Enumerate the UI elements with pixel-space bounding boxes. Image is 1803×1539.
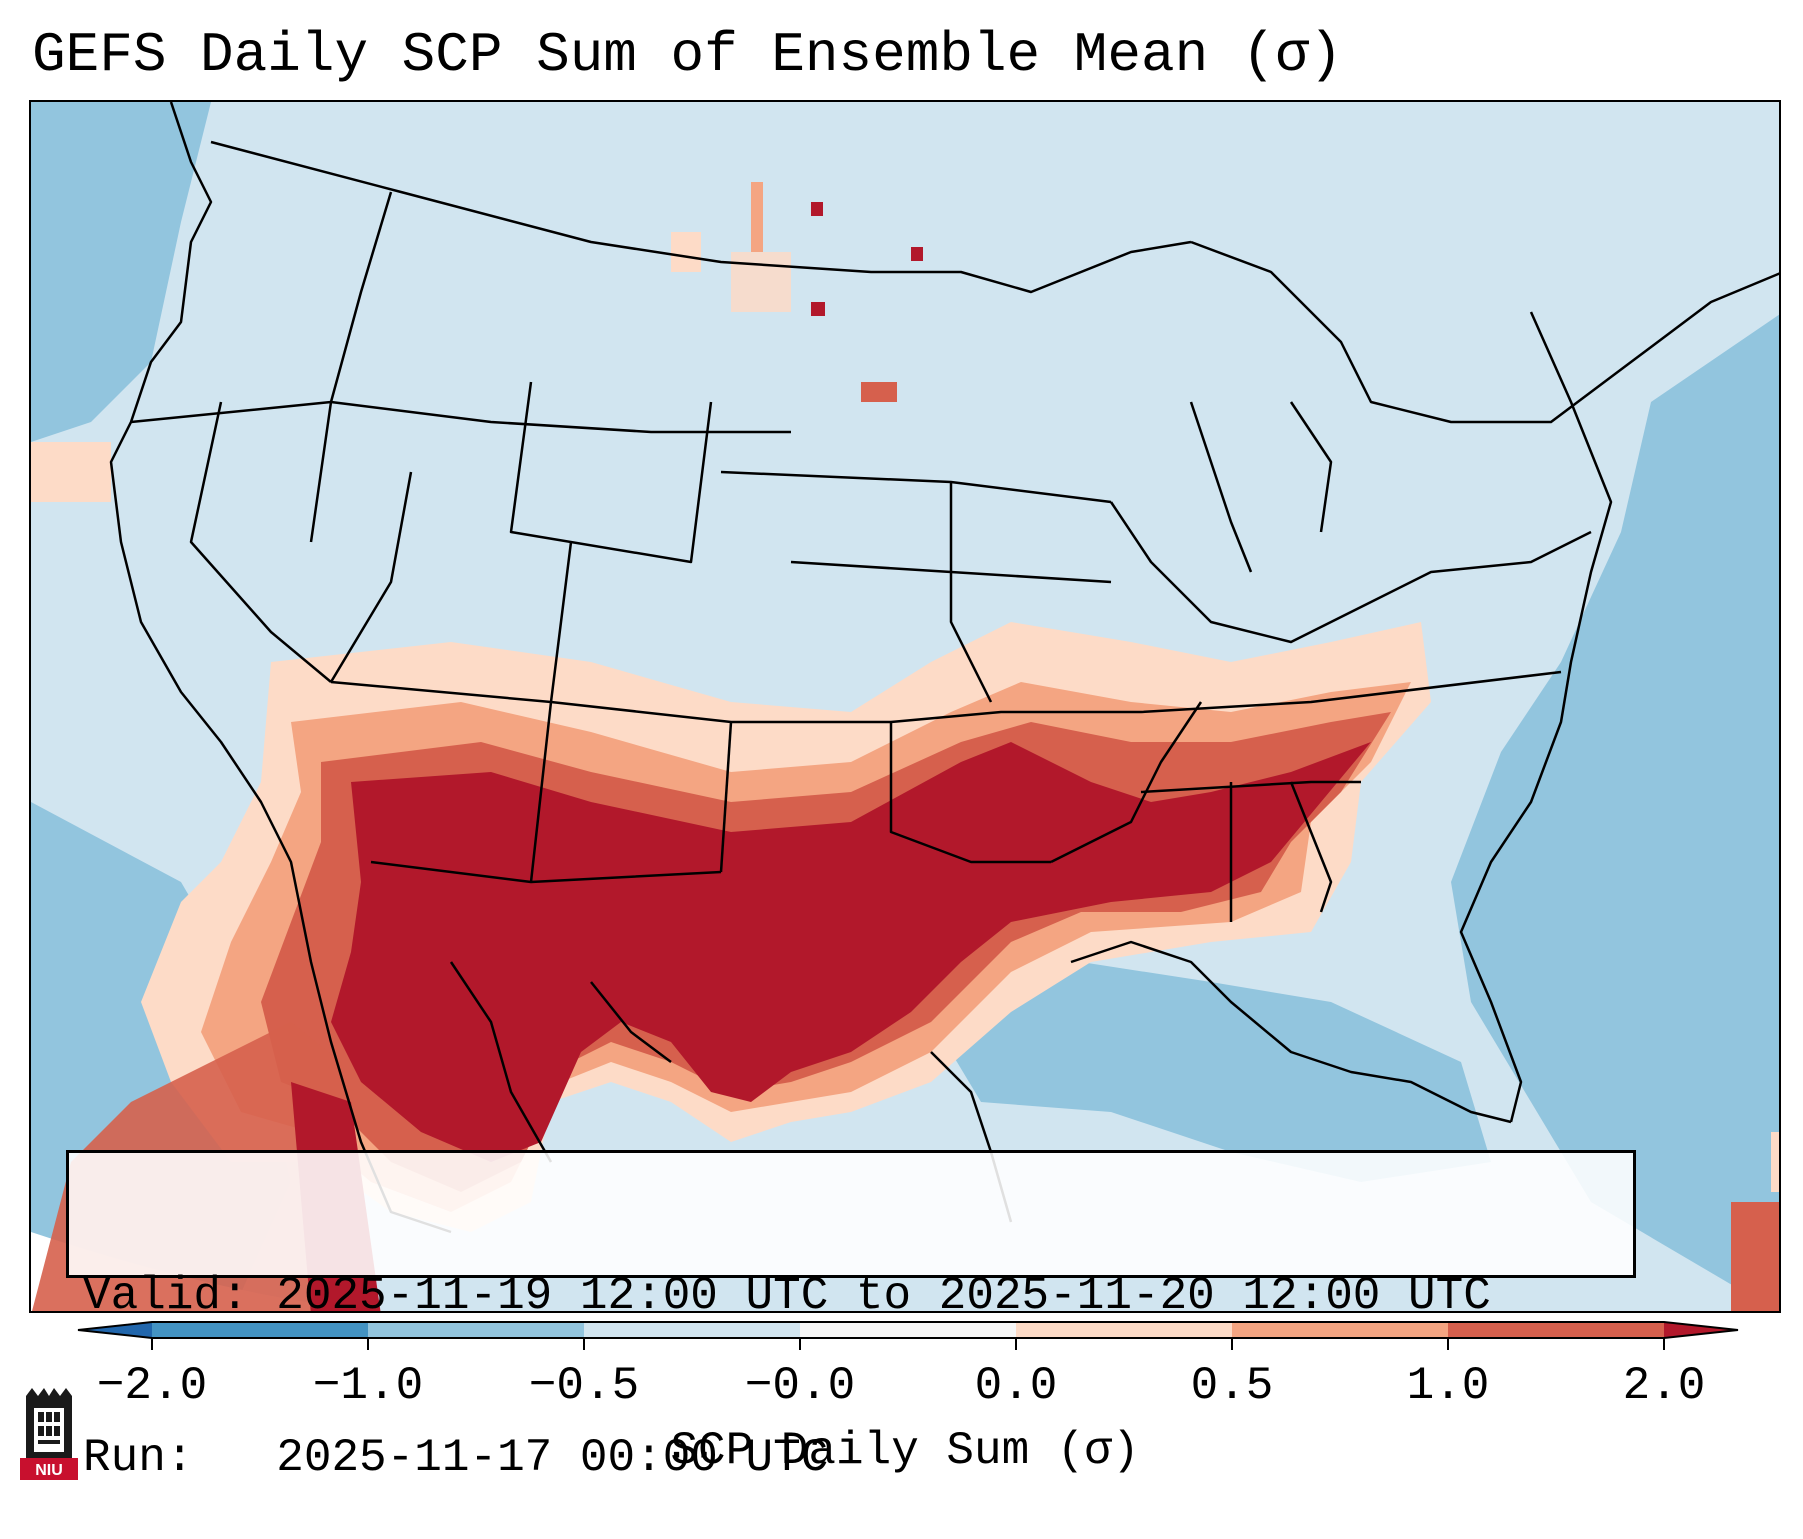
- run-line: Run: 2025-11-17 00:00 UTC: [83, 1432, 829, 1484]
- valid-time-box: Valid: 2025-11-19 12:00 UTC to 2025-11-2…: [66, 1150, 1636, 1484]
- colorbar-tick-label: −0.5: [528, 1360, 640, 1412]
- state-line: [370, 860, 722, 884]
- state-line: [1109, 501, 1592, 644]
- lake-huron: [1289, 401, 1333, 533]
- colorbar-tick-label: 0.5: [1190, 1360, 1274, 1412]
- state-line: [889, 722, 1051, 864]
- niu-logo-icon: NIU: [20, 1388, 78, 1480]
- scp-cell: [811, 302, 825, 316]
- scp-cell: [911, 247, 923, 261]
- mexico-line: [449, 961, 553, 1163]
- state-line: [529, 541, 573, 883]
- great-lakes-border: [1190, 240, 1779, 424]
- pacific-ocean-north: [31, 102, 211, 442]
- chart-title: GEFS Daily SCP Sum of Ensemble Mean (σ): [32, 23, 1343, 87]
- east-coast: [1459, 311, 1613, 1123]
- gulf-coast: [1070, 940, 1512, 1124]
- scp-cell: [731, 252, 791, 312]
- lake-michigan: [1189, 401, 1253, 573]
- colorbar-tick-label: 0.0: [974, 1360, 1058, 1412]
- state-line: [130, 400, 791, 434]
- colorbar-tick-label: −2.0: [96, 1360, 208, 1412]
- scp-field-dark-red: [331, 742, 1371, 1162]
- state-line: [720, 470, 1112, 504]
- colorbar-tick-label: 2.0: [1622, 1360, 1706, 1412]
- state-line: [719, 721, 733, 873]
- state-line: [330, 670, 1562, 724]
- niu-logo-text: NIU: [35, 1462, 63, 1479]
- colorbar-tick-label: −0.0: [744, 1360, 856, 1412]
- rio-grande: [590, 981, 672, 1063]
- colorbar-over-arrow: [1664, 1322, 1738, 1338]
- scp-cell: [31, 442, 111, 502]
- state-line: [1289, 781, 1333, 913]
- map-canvas: [31, 102, 1779, 1311]
- atlantic-ocean: [1451, 314, 1779, 1311]
- scp-cell: [811, 202, 823, 216]
- scp-cell: [671, 232, 701, 272]
- state-line: [189, 401, 332, 683]
- political-boundaries: [109, 102, 1779, 1234]
- state-line: [1140, 780, 1361, 794]
- scp-cell: [751, 182, 763, 252]
- us-canada-border: [210, 140, 1192, 294]
- west-coast: [109, 102, 452, 1234]
- scp-cell: [861, 382, 897, 402]
- state-line: [790, 560, 1112, 584]
- state-line: [329, 471, 413, 683]
- state-line: [509, 381, 713, 564]
- map-panel: [29, 100, 1781, 1313]
- colorbar-tick-label: −1.0: [312, 1360, 424, 1412]
- scp-cell: [1731, 1202, 1779, 1311]
- state-line: [309, 191, 393, 543]
- state-line: [949, 482, 993, 703]
- colorbar-tick-label: 1.0: [1406, 1360, 1490, 1412]
- gulf-of-mexico: [931, 962, 1491, 1182]
- valid-line: Valid: 2025-11-19 12:00 UTC to 2025-11-2…: [83, 1270, 1491, 1322]
- colorbar-label: SCP Daily Sum (σ): [670, 1425, 1140, 1477]
- scp-cell: [1771, 1132, 1779, 1192]
